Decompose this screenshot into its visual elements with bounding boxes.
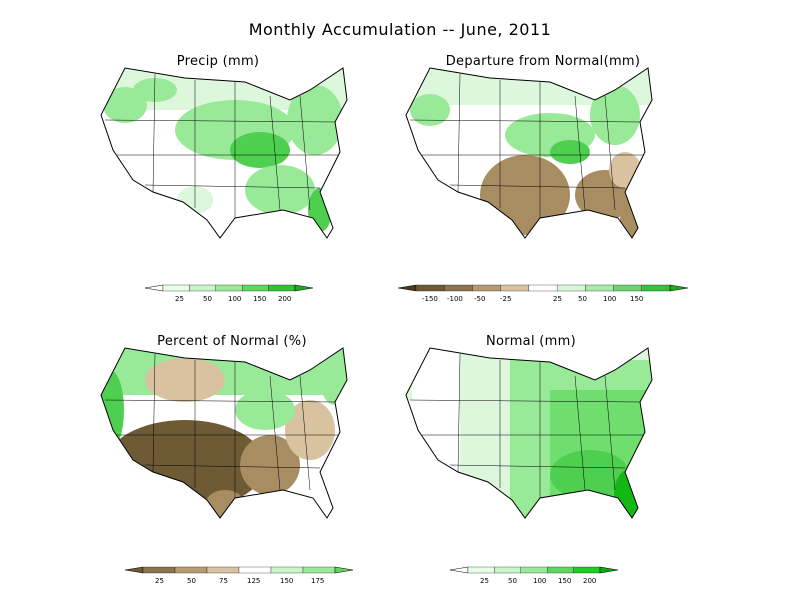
legend-swatch: [547, 566, 574, 574]
legend-arrow-left: [144, 284, 164, 292]
panel-title-normal: Normal (mm): [486, 334, 576, 349]
legend-precip-tick-3: 150: [253, 295, 266, 303]
legend-precip-tick-0: 25: [175, 295, 184, 303]
legend-arrow-left: [397, 284, 417, 292]
legend-departure-tick-1: -100: [447, 295, 463, 303]
legend-arrow-left: [449, 566, 469, 574]
legend-swatch: [162, 284, 190, 292]
legend-swatch: [415, 284, 445, 292]
legend-arrow-left: [124, 566, 144, 574]
legend-swatch: [242, 284, 269, 292]
legend-swatch: [189, 284, 216, 292]
legend-normal-tick-1: 50: [508, 577, 517, 585]
legend-swatch: [472, 284, 501, 292]
legend-precip-tick-2: 100: [228, 295, 241, 303]
map-departure: [405, 67, 653, 239]
legend-swatch: [268, 284, 296, 292]
legend-departure-tick-3: -25: [500, 295, 511, 303]
legend-swatch: [444, 284, 473, 292]
legend-swatch: [520, 566, 548, 574]
legend-normal: 25 50 100 150 200: [449, 566, 619, 585]
legend-departure-tick-6: 100: [603, 295, 616, 303]
legend-percent: 25 50 75 125 150 175: [124, 566, 354, 585]
legend-swatch: [641, 284, 671, 292]
legend-percent-tick-5: 175: [311, 577, 324, 585]
legend-precip: 25 50 100 150 200: [144, 284, 314, 303]
legend-arrow-right: [669, 284, 689, 292]
legend-swatch: [573, 566, 601, 574]
legend-departure: -150 -100 -50 -25 25 50 100 150: [397, 284, 689, 303]
legend-swatch: [206, 566, 240, 574]
legend-precip-tick-1: 50: [203, 295, 212, 303]
legend-departure-tick-0: -150: [422, 295, 438, 303]
legend-arrow-right: [294, 284, 314, 292]
legend-percent-tick-3: 125: [247, 577, 260, 585]
legend-swatch: [270, 566, 304, 574]
panel-title-departure: Departure from Normal(mm): [445, 54, 641, 69]
legend-swatch: [302, 566, 336, 574]
legend-swatch: [467, 566, 495, 574]
legend-percent-tick-1: 50: [187, 577, 196, 585]
panel-title-precip: Precip (mm): [176, 54, 260, 69]
legend-normal-tick-3: 150: [558, 577, 571, 585]
legend-swatch: [494, 566, 521, 574]
legend-departure-tick-2: -50: [474, 295, 485, 303]
legend-departure-tick-4: 25: [553, 295, 562, 303]
legend-swatch: [613, 284, 642, 292]
legend-normal-tick-2: 100: [533, 577, 546, 585]
legend-swatch: [174, 566, 208, 574]
legend-percent-tick-4: 150: [280, 577, 293, 585]
legend-departure-tick-7: 150: [630, 295, 643, 303]
map-percent: [100, 347, 348, 519]
legend-arrow-right: [334, 566, 354, 574]
legend-arrow-right: [599, 566, 619, 574]
legend-departure-tick-5: 50: [578, 295, 587, 303]
legend-swatch: [142, 566, 176, 574]
legend-swatch: [585, 284, 614, 292]
legend-swatch: [215, 284, 243, 292]
legend-swatch: [500, 284, 530, 292]
page-title: Monthly Accumulation -- June, 2011: [248, 20, 552, 39]
map-normal: [405, 347, 653, 519]
legend-swatch: [238, 566, 272, 574]
map-precip: [100, 67, 348, 239]
legend-percent-tick-0: 25: [155, 577, 164, 585]
legend-percent-tick-2: 75: [219, 577, 228, 585]
legend-swatch: [528, 284, 558, 292]
legend-precip-tick-4: 200: [278, 295, 291, 303]
legend-normal-tick-4: 200: [583, 577, 596, 585]
legend-normal-tick-0: 25: [480, 577, 489, 585]
panel-title-percent: Percent of Normal (%): [157, 334, 307, 349]
legend-swatch: [556, 284, 586, 292]
